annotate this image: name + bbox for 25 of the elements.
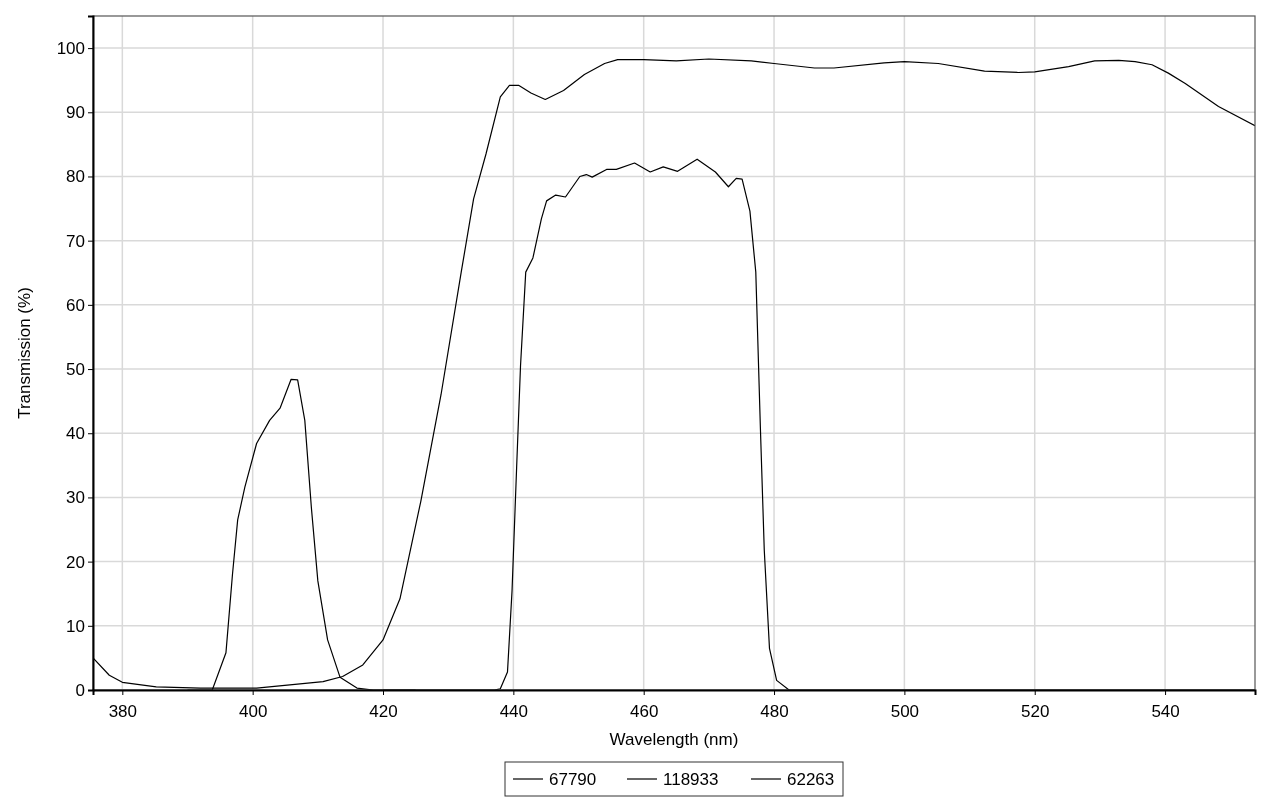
y-tick-label: 20 — [66, 552, 85, 572]
x-axis-title: Wavelength (nm) — [609, 730, 739, 749]
y-tick-label: 0 — [75, 680, 85, 700]
x-tick-label: 420 — [369, 701, 398, 721]
x-tick-label: 500 — [890, 701, 920, 721]
y-tick-label: 10 — [66, 616, 85, 636]
x-tick-label: 460 — [630, 701, 659, 721]
x-tick-label: 400 — [238, 701, 268, 721]
x-tick-label: 480 — [760, 701, 789, 721]
y-tick-label: 80 — [66, 167, 85, 187]
legend-label: 67790 — [549, 769, 597, 789]
x-tick-label: 520 — [1021, 701, 1050, 721]
y-tick-label: 90 — [66, 103, 85, 123]
y-tick-label: 100 — [56, 39, 85, 59]
y-tick-label: 50 — [66, 359, 85, 379]
y-tick-label: 40 — [66, 424, 85, 444]
x-tick-label: 380 — [108, 701, 138, 721]
legend-label: 118933 — [663, 769, 719, 789]
legend-label: 62263 — [787, 769, 835, 789]
y-tick-label: 60 — [66, 295, 85, 315]
x-tick-label: 440 — [499, 701, 529, 721]
y-tick-label: 70 — [66, 231, 85, 251]
x-tick-label: 540 — [1151, 701, 1180, 721]
y-tick-label: 30 — [66, 488, 85, 508]
y-axis-title: Transmission (%) — [15, 287, 34, 419]
